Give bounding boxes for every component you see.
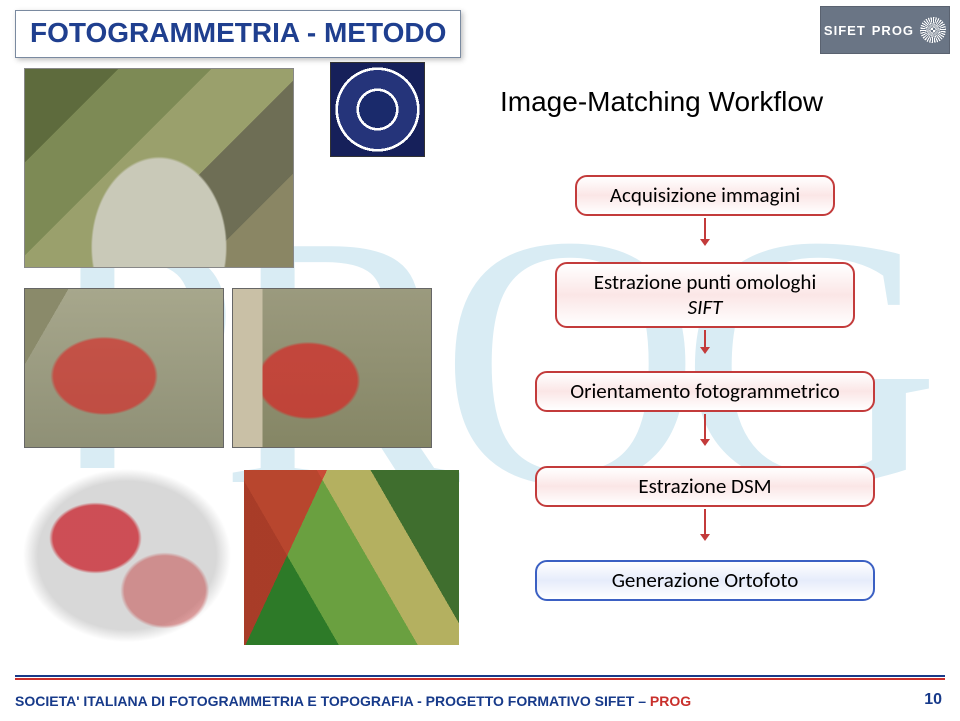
title-box: FOTOGRAMMETRIA - METODO (15, 10, 461, 58)
workflow-label-0: Acquisizione immagini (587, 183, 823, 208)
workflow-arrow-0 (704, 218, 706, 244)
workflow-box-4: Generazione Ortofoto (535, 560, 875, 601)
sift-points-image-left (24, 288, 224, 448)
logo-burst-icon (920, 17, 946, 43)
workflow-label-1: Estrazione punti omologhi (567, 270, 843, 295)
arrowhead-icon (700, 239, 710, 246)
logo-text-1: SIFET (824, 23, 866, 38)
workflow-label-2: Orientamento fotogrammetrico (547, 379, 863, 404)
footer-text-blue: SOCIETA' ITALIANA DI FOTOGRAMMETRIA E TO… (15, 693, 650, 709)
arrowhead-icon (700, 347, 710, 354)
footer-page-number: 10 (924, 691, 942, 709)
workflow-label-3: Estrazione DSM (547, 474, 863, 499)
workflow-arrow-2 (704, 414, 706, 444)
workflow-step-4: Generazione Ortofoto (500, 560, 910, 601)
logo-sifet-prog: SIFET PROG (820, 6, 950, 54)
workflow-label-4: Generazione Ortofoto (547, 568, 863, 593)
workflow-step-2: Orientamento fotogrammetrico (500, 371, 910, 446)
workflow-box-2: Orientamento fotogrammetrico (535, 371, 875, 412)
footer-text-red: PROG (650, 693, 691, 709)
logo-text-2: PROG (872, 23, 914, 38)
dsm-pointcloud-image (22, 468, 232, 643)
politecnico-seal-image (330, 62, 425, 157)
orthophoto-image (244, 470, 459, 645)
workflow-arrow-1 (704, 330, 706, 352)
workflow-box-1: Estrazione punti omologhiSIFT (555, 262, 855, 328)
workflow-box-3: Estrazione DSM (535, 466, 875, 507)
workflow-arrow-3 (704, 509, 706, 539)
workflow-step-1: Estrazione punti omologhiSIFT (500, 262, 910, 354)
sift-points-image-right (232, 288, 432, 448)
aerial-mosaic-image (24, 68, 294, 268)
footer-text: SOCIETA' ITALIANA DI FOTOGRAMMETRIA E TO… (15, 693, 691, 709)
workflow-box-0: Acquisizione immagini (575, 175, 835, 216)
workflow-sublabel-1: SIFT (567, 295, 843, 320)
workflow-step-3: Estrazione DSM (500, 466, 910, 541)
page-title: FOTOGRAMMETRIA - METODO (30, 17, 446, 48)
workflow-step-0: Acquisizione immagini (500, 175, 910, 246)
footer-rule-top (15, 675, 945, 677)
arrowhead-icon (700, 534, 710, 541)
footer-rule-bottom (15, 678, 945, 680)
arrowhead-icon (700, 439, 710, 446)
footer-rule (15, 675, 945, 681)
subtitle: Image-Matching Workflow (500, 86, 823, 118)
